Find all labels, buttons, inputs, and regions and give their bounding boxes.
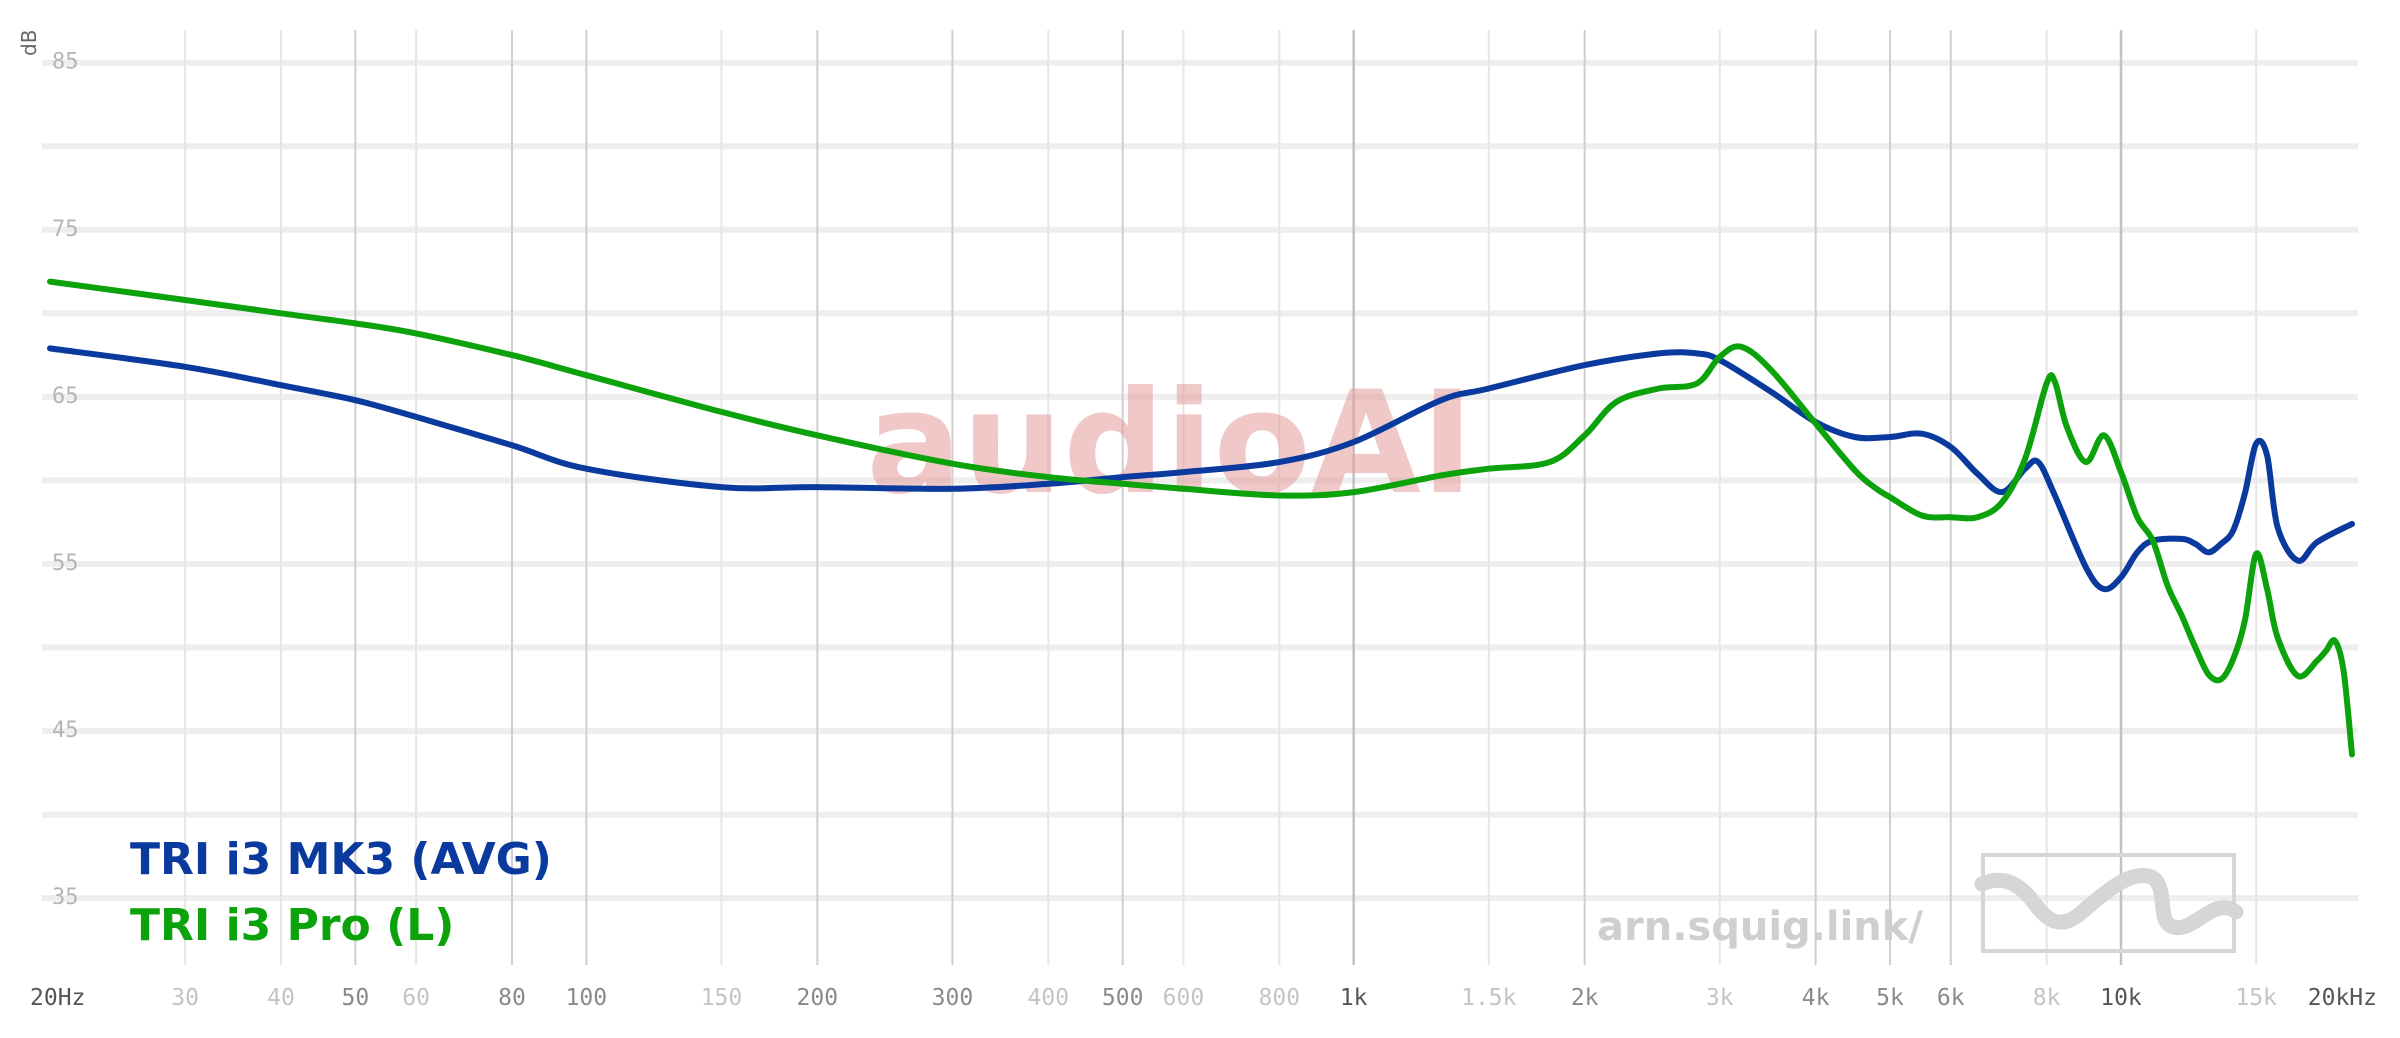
squiggle-logo-icon (1974, 853, 2244, 953)
y-tick-label: 45 (52, 718, 79, 743)
x-tick-label: 400 (1028, 985, 1070, 1011)
x-tick-label: 800 (1259, 985, 1301, 1011)
series-lines (47, 278, 2355, 758)
x-tick-label: 100 (566, 985, 608, 1011)
y-axis-label: dB (17, 30, 41, 56)
x-tick-label: 1.5k (1461, 985, 1517, 1011)
x-tick-label: 40 (267, 985, 295, 1011)
legend-item-mk3[interactable]: TRI i3 MK3 (AVG) (130, 834, 552, 885)
x-tick-label: 500 (1102, 985, 1144, 1011)
watermark-text: audioAI (866, 361, 1474, 526)
series-line-pro (47, 278, 2355, 758)
legend: TRI i3 MK3 (AVG) TRI i3 Pro (L) (130, 834, 552, 951)
site-url-label: arn.squig.link/ (1597, 904, 1923, 950)
x-tick-label: 150 (701, 985, 743, 1011)
x-tick-label: 60 (402, 985, 430, 1011)
x-tick-label: 2k (1571, 985, 1599, 1011)
y-tick-label: 35 (52, 885, 79, 910)
x-tick-label: 80 (498, 985, 526, 1011)
x-tick-label: 30 (171, 985, 199, 1011)
y-axis-ticks: 85 75 65 55 45 35 (52, 50, 79, 910)
x-tick-label: 15k (2235, 985, 2277, 1011)
legend-item-pro[interactable]: TRI i3 Pro (L) (130, 900, 454, 951)
vertical-gridlines (184, 30, 2258, 965)
x-tick-label: 20kHz (2308, 985, 2377, 1011)
x-tick-label: 4k (1802, 985, 1830, 1011)
x-tick-label: 20Hz (30, 985, 85, 1011)
x-tick-label: 5k (1876, 985, 1904, 1011)
y-tick-label: 65 (52, 384, 79, 409)
horizontal-gridlines (42, 59, 2358, 902)
x-tick-label: 6k (1937, 985, 1965, 1011)
y-tick-label: 75 (52, 217, 79, 242)
y-tick-label: 55 (52, 551, 79, 576)
y-tick-label: 85 (52, 50, 79, 75)
x-axis-ticks: 20Hz 30 40 50 60 80 100 150 200 300 400 500 600 800 1k… (30, 985, 2377, 1011)
x-tick-label: 8k (2033, 985, 2061, 1011)
x-tick-label: 200 (797, 985, 839, 1011)
x-tick-label: 300 (932, 985, 974, 1011)
x-tick-label: 50 (342, 985, 370, 1011)
series-line-mk3 (47, 345, 2355, 593)
x-tick-label: 10k (2100, 985, 2142, 1011)
x-tick-label: 600 (1163, 985, 1205, 1011)
x-tick-label: 3k (1706, 985, 1734, 1011)
x-tick-label: 1k (1340, 985, 1368, 1011)
